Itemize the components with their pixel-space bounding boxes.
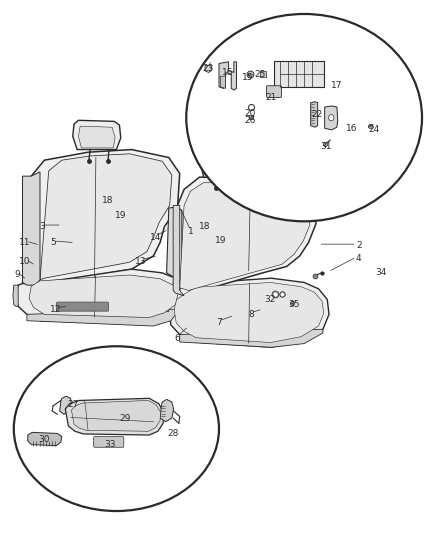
- Polygon shape: [40, 154, 172, 280]
- FancyBboxPatch shape: [57, 302, 109, 311]
- Text: 2: 2: [356, 241, 361, 250]
- Polygon shape: [173, 177, 316, 296]
- Polygon shape: [60, 396, 71, 414]
- Polygon shape: [29, 275, 178, 318]
- Text: 3: 3: [39, 222, 45, 231]
- Polygon shape: [27, 309, 180, 326]
- Polygon shape: [73, 120, 121, 150]
- Polygon shape: [22, 172, 40, 285]
- Polygon shape: [78, 126, 115, 148]
- Text: 19: 19: [115, 212, 127, 221]
- FancyBboxPatch shape: [94, 437, 124, 447]
- Text: 34: 34: [375, 269, 386, 277]
- Text: 4: 4: [356, 254, 361, 263]
- Text: 31: 31: [320, 142, 332, 151]
- Polygon shape: [22, 150, 180, 285]
- Text: 5: 5: [50, 238, 56, 247]
- Text: 20: 20: [244, 109, 255, 118]
- Polygon shape: [169, 278, 329, 348]
- Ellipse shape: [14, 346, 219, 511]
- Polygon shape: [220, 76, 226, 88]
- Text: 28: 28: [167, 430, 179, 439]
- Text: 29: 29: [120, 414, 131, 423]
- Text: 30: 30: [39, 435, 50, 444]
- Text: 26: 26: [244, 116, 255, 125]
- Polygon shape: [28, 432, 62, 446]
- Text: 33: 33: [104, 440, 116, 449]
- FancyBboxPatch shape: [267, 86, 282, 98]
- Text: 27: 27: [67, 400, 78, 409]
- Text: 14: 14: [150, 233, 161, 242]
- Polygon shape: [173, 205, 184, 296]
- Text: 13: 13: [134, 257, 146, 265]
- Text: 21: 21: [266, 93, 277, 102]
- Text: 18: 18: [199, 222, 211, 231]
- Text: 22: 22: [311, 110, 323, 119]
- Text: 15: 15: [242, 73, 253, 82]
- Bar: [274, 61, 324, 87]
- Ellipse shape: [186, 14, 422, 221]
- Polygon shape: [13, 285, 18, 306]
- Text: 7: 7: [216, 318, 222, 327]
- Text: 16: 16: [222, 68, 233, 77]
- Text: 6: 6: [175, 334, 180, 343]
- Polygon shape: [166, 207, 182, 290]
- Circle shape: [328, 115, 334, 121]
- Polygon shape: [219, 62, 237, 90]
- Polygon shape: [325, 106, 338, 130]
- Polygon shape: [65, 398, 164, 435]
- Polygon shape: [180, 182, 310, 290]
- Text: 1: 1: [188, 228, 194, 237]
- Text: 16: 16: [346, 124, 358, 133]
- Polygon shape: [160, 399, 173, 422]
- Polygon shape: [205, 66, 211, 72]
- Text: 11: 11: [19, 238, 31, 247]
- Text: 18: 18: [102, 196, 113, 205]
- Polygon shape: [205, 155, 246, 176]
- Polygon shape: [201, 149, 251, 177]
- Text: 25: 25: [255, 70, 266, 78]
- Polygon shape: [180, 329, 323, 348]
- Polygon shape: [174, 282, 324, 343]
- Text: 9: 9: [14, 270, 20, 279]
- Text: 23: 23: [202, 64, 214, 73]
- Text: 17: 17: [331, 81, 343, 90]
- Text: 19: 19: [215, 237, 227, 246]
- Polygon shape: [311, 102, 318, 127]
- Text: 24: 24: [368, 125, 380, 134]
- Polygon shape: [71, 400, 160, 431]
- Polygon shape: [163, 298, 169, 312]
- Text: 12: 12: [49, 304, 61, 313]
- Text: 35: 35: [288, 300, 300, 309]
- Text: 8: 8: [249, 310, 254, 319]
- Text: 32: 32: [265, 295, 276, 304]
- Text: 10: 10: [19, 257, 31, 265]
- Polygon shape: [16, 269, 184, 324]
